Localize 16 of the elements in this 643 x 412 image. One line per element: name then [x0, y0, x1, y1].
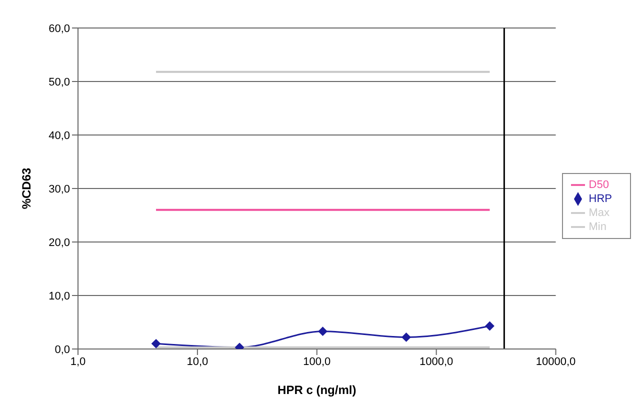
x-tick-label: 1,0	[70, 356, 86, 368]
legend-label: D50	[588, 178, 609, 191]
x-tick-label: 100,0	[303, 356, 331, 368]
x-tick-label: 1000,0	[419, 356, 454, 368]
x-tick-label: 10,0	[186, 356, 208, 368]
x-axis-title: HPR c (ng/ml)	[278, 383, 356, 397]
y-tick-label: 50,0	[48, 76, 70, 88]
y-tick-label: 10,0	[48, 290, 70, 302]
y-tick-label: 60,0	[48, 22, 70, 35]
y-tick-label: 40,0	[48, 130, 70, 142]
y-tick-label: 0,0	[54, 344, 70, 356]
y-axis-title: %CD63	[19, 168, 34, 210]
y-tick-label: 20,0	[48, 236, 70, 249]
legend-label: HRP	[588, 192, 612, 205]
y-tick-label: 30,0	[48, 183, 70, 196]
x-tick-label: 10000,0	[536, 356, 576, 368]
